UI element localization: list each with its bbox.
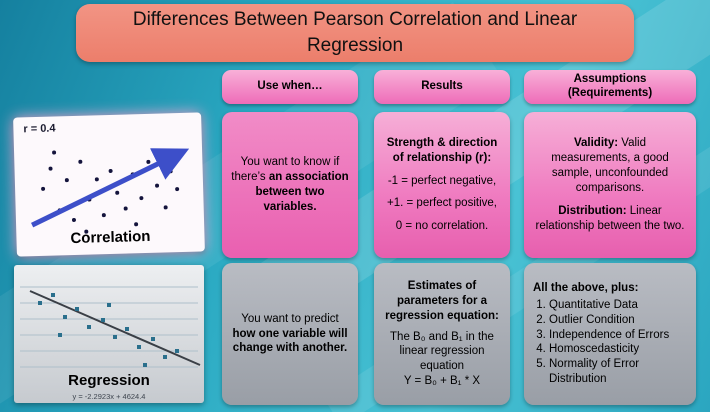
list-item: Independence of Errors (549, 328, 687, 343)
regression-results-body: The B₀ and B₁ in the linear regression e… (390, 330, 494, 373)
correlation-use-when-cell: You want to know if there’s an associati… (222, 112, 358, 258)
regression-use-when-bold: how one variable will change with anothe… (232, 327, 348, 355)
correlation-results-line1: -1 = perfect negative, (387, 174, 497, 187)
distribution-label: Distribution: (558, 204, 627, 217)
correlation-assumptions-validity: Validity: Valid measurements, a good sam… (533, 136, 687, 196)
regression-plot-card: Regression y = -2.2923x + 4624.4 (14, 265, 204, 403)
column-header-assumptions-line1: Assumptions (573, 73, 647, 86)
correlation-results-cell: Strength & direction of relationship (r)… (374, 112, 510, 258)
correlation-results-heading: Strength & direction of relationship (r)… (386, 136, 498, 164)
correlation-assumptions-distribution: Distribution: Linear relationship betwee… (533, 204, 687, 234)
correlation-use-when-normal: You want to know if there’s (231, 156, 340, 184)
correlation-use-when-text: You want to know if there’s an associati… (231, 155, 349, 215)
correlation-scatter-plot (31, 148, 190, 234)
correlation-results-line3: 0 = no correlation. (395, 220, 489, 233)
slide-title: Differences Between Pearson Correlation … (76, 4, 634, 62)
column-header-assumptions-line2: (Requirements) (567, 87, 653, 99)
regression-use-when-text: You want to predict how one variable wil… (231, 312, 349, 357)
validity-label: Validity: (573, 137, 619, 150)
correlation-r-value: r = 0.4 (23, 122, 56, 136)
regression-results-heading: Estimates of parameters for a regression… (385, 279, 499, 322)
regression-scatter-plot (20, 286, 201, 368)
correlation-assumptions-cell: Validity: Valid measurements, a good sam… (524, 112, 696, 258)
regression-label: Regression (68, 372, 150, 389)
regression-equation-caption: y = -2.2923x + 4624.4 (72, 392, 146, 401)
regression-assumptions-cell: All the above, plus: Quantitative Data O… (524, 263, 696, 405)
regression-results-cell: Estimates of parameters for a regression… (374, 263, 510, 405)
validity-text: Valid measurements, a good sample, uncon… (551, 137, 669, 194)
trend-line-down (29, 290, 201, 366)
correlation-plot-card: r = 0.4 Correlation (13, 112, 205, 257)
column-header-assumptions: Assumptions (Requirements) (524, 70, 696, 104)
column-header-use-when-label: Use when… (257, 80, 323, 93)
list-item: Outlier Condition (549, 313, 687, 328)
regression-results-equation: Y = B₀ + B₁ * X (403, 375, 481, 388)
correlation-use-when-bold: an association between two variables. (255, 171, 349, 213)
column-header-results-label: Results (421, 80, 463, 93)
list-item: Homoscedasticity (549, 342, 687, 357)
list-item: Quantitative Data (549, 298, 687, 313)
trend-line-up (31, 148, 190, 228)
column-header-results: Results (374, 70, 510, 104)
regression-assumptions-list: Quantitative Data Outlier Condition Inde… (533, 298, 687, 388)
regression-use-when-cell: You want to predict how one variable wil… (222, 263, 358, 405)
correlation-results-line2: +1. = perfect positive, (387, 197, 497, 210)
column-header-use-when: Use when… (222, 70, 358, 104)
distribution-text: Linear relationship between the two. (535, 204, 685, 232)
regression-assumptions-heading: All the above, plus: (533, 281, 639, 294)
regression-use-when-normal: You want to predict (241, 312, 339, 325)
list-item: Normality of Error Distribution (549, 357, 687, 387)
